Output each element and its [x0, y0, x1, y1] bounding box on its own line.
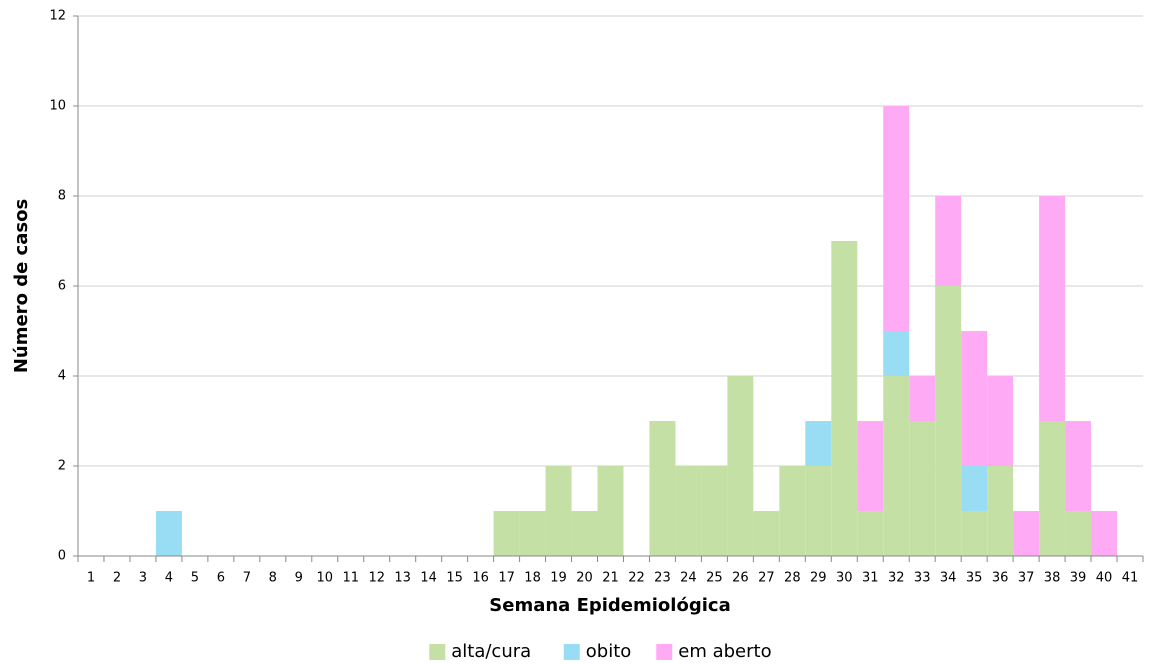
- x-tick-label: 26: [732, 571, 749, 586]
- bar: [675, 466, 702, 556]
- legend-label: alta/cura: [451, 641, 531, 662]
- x-tick-label: 3: [139, 571, 147, 586]
- bar: [883, 331, 910, 376]
- x-tick-label: 11: [342, 571, 359, 586]
- bar: [857, 421, 884, 511]
- bar: [597, 466, 624, 556]
- legend-swatch: [429, 644, 446, 660]
- bar: [909, 376, 936, 421]
- x-tick-label: 25: [706, 571, 723, 586]
- bar: [649, 421, 676, 556]
- bar: [909, 421, 936, 556]
- x-tick-label: 6: [217, 571, 225, 586]
- x-tick-label: 4: [165, 571, 173, 586]
- x-tick-label: 35: [966, 571, 983, 586]
- bar: [1065, 511, 1092, 556]
- x-tick-label: 38: [1044, 571, 1061, 586]
- x-tick-label: 34: [940, 571, 957, 586]
- x-tick-label: 32: [888, 571, 905, 586]
- x-tick-label: 18: [524, 571, 541, 586]
- x-tick-label: 28: [784, 571, 801, 586]
- x-tick-label: 1: [87, 571, 95, 586]
- x-tick-label: 16: [472, 571, 489, 586]
- x-tick-label: 2: [113, 571, 121, 586]
- x-tick-label: 21: [602, 571, 619, 586]
- x-axis-title: Semana Epidemiológica: [489, 595, 730, 616]
- x-tick-label: 27: [758, 571, 775, 586]
- x-tick-label: 14: [420, 571, 437, 586]
- legend-swatch: [656, 644, 673, 660]
- x-tick-label: 31: [862, 571, 879, 586]
- x-tick-label: 15: [446, 571, 463, 586]
- x-tick-label: 23: [654, 571, 671, 586]
- bar: [883, 106, 910, 331]
- x-tick-label: 5: [191, 571, 199, 586]
- x-tick-label: 19: [550, 571, 567, 586]
- bar: [155, 511, 182, 556]
- y-tick-label: 2: [58, 459, 66, 474]
- y-tick-label: 0: [58, 549, 66, 564]
- x-tick-label: 17: [498, 571, 515, 586]
- x-tick-label: 10: [316, 571, 333, 586]
- bar: [805, 421, 832, 466]
- x-tick-label: 13: [394, 571, 411, 586]
- x-tick-label: 30: [836, 571, 853, 586]
- y-tick-label: 12: [49, 9, 66, 24]
- bar: [1039, 196, 1066, 421]
- x-tick-label: 33: [914, 571, 931, 586]
- x-tick-label: 24: [680, 571, 697, 586]
- y-tick-label: 4: [58, 369, 66, 384]
- bar: [961, 331, 988, 466]
- x-tick-label: 22: [628, 571, 645, 586]
- bar: [779, 466, 806, 556]
- x-tick-label: 8: [269, 571, 277, 586]
- x-tick-label: 20: [576, 571, 593, 586]
- bar: [1065, 421, 1092, 511]
- x-tick-label: 7: [243, 571, 251, 586]
- y-tick-label: 8: [58, 189, 66, 204]
- bar: [545, 466, 572, 556]
- bar: [727, 376, 754, 556]
- x-tick-label: 41: [1122, 571, 1139, 586]
- bar: [961, 466, 988, 511]
- x-tick-label: 40: [1096, 571, 1113, 586]
- y-tick-label: 6: [58, 279, 66, 294]
- x-tick-label: 9: [295, 571, 303, 586]
- bar: [1039, 421, 1066, 556]
- bar: [753, 511, 780, 556]
- bar: [935, 196, 962, 286]
- legend-label: em aberto: [678, 641, 771, 662]
- bar: [493, 511, 520, 556]
- legend-label: obito: [586, 641, 632, 662]
- bar: [883, 376, 910, 556]
- x-tick-label: 37: [1018, 571, 1035, 586]
- bar: [1091, 511, 1118, 556]
- bar: [987, 376, 1014, 466]
- bar: [857, 511, 884, 556]
- bar: [831, 241, 858, 556]
- x-tick-label: 39: [1070, 571, 1087, 586]
- legend-swatch: [563, 644, 580, 660]
- y-tick-label: 10: [49, 99, 66, 114]
- bar: [1013, 511, 1040, 556]
- bar: [805, 466, 832, 556]
- bar: [519, 511, 546, 556]
- bar: [935, 286, 962, 556]
- x-tick-label: 36: [992, 571, 1009, 586]
- bar: [701, 466, 728, 556]
- bar: [987, 466, 1014, 556]
- bar: [571, 511, 598, 556]
- x-tick-label: 12: [368, 571, 385, 586]
- bar: [961, 511, 988, 556]
- y-axis-title: Número de casos: [11, 199, 32, 373]
- x-tick-label: 29: [810, 571, 827, 586]
